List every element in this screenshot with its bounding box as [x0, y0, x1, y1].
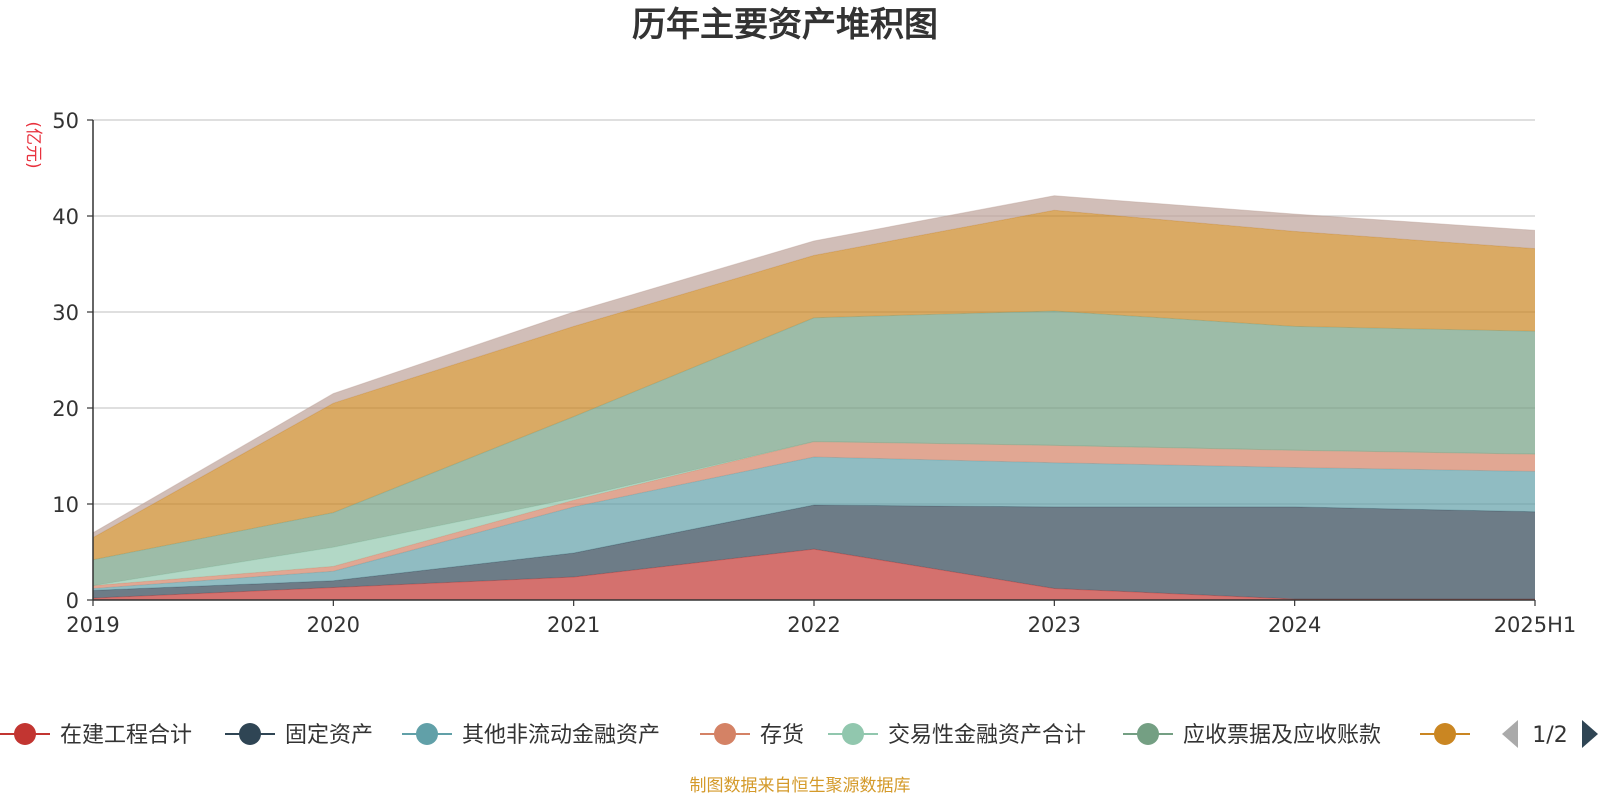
legend-item-2[interactable]: 固定资产: [225, 723, 373, 748]
legend-item-4[interactable]: 存货: [700, 723, 804, 748]
area-series-8: [93, 195, 1535, 538]
y-tick-label: 20: [52, 397, 79, 421]
legend-page-indicator: 1/2: [1532, 723, 1567, 748]
legend-item-label: 应收票据及应收账款: [1183, 723, 1381, 748]
area-series-4: [93, 441, 1535, 589]
x-tick-label: 2021: [547, 613, 600, 637]
legend-circle-icon: [714, 723, 736, 745]
legend-circle-icon: [416, 723, 438, 745]
data-source-footer: 制图数据来自恒生聚源数据库: [690, 776, 911, 796]
chart-title: 历年主要资产堆积图: [632, 5, 938, 45]
legend-item-label: 其他非流动金融资产: [462, 723, 660, 748]
y-tick-label: 0: [66, 589, 79, 613]
legend-item-6[interactable]: 应收票据及应收账款: [1123, 723, 1381, 748]
legend-item-7[interactable]: [1420, 723, 1470, 745]
legend-item-5[interactable]: 交易性金融资产合计: [828, 723, 1086, 748]
legend-prev-page-icon[interactable]: [1502, 720, 1518, 748]
area-series-1: [93, 549, 1535, 600]
y-tick-label: 40: [52, 205, 79, 229]
legend-item-label: 固定资产: [285, 723, 373, 748]
x-tick-label: 2024: [1268, 613, 1321, 637]
y-tick-label: 50: [52, 109, 79, 133]
x-tick-label: 2023: [1028, 613, 1081, 637]
legend-item-3[interactable]: 其他非流动金融资产: [402, 723, 660, 748]
legend-item-label: 在建工程合计: [60, 723, 192, 748]
y-tick-label: 10: [52, 493, 79, 517]
legend-item-1[interactable]: 在建工程合计: [0, 723, 192, 748]
legend-circle-icon: [14, 723, 36, 745]
legend-item-label: 交易性金融资产合计: [888, 723, 1086, 748]
area-series-edge-8: [92, 195, 1536, 534]
x-tick-label: 2022: [787, 613, 840, 637]
legend-next-page-icon[interactable]: [1582, 720, 1598, 748]
legend: 在建工程合计 固定资产 其他非流动金融资产 存货 交易性金融资产合计 应收票据及应收账款: [0, 723, 1470, 748]
area-series-group: [92, 195, 1536, 600]
legend-circle-icon: [1434, 723, 1456, 745]
area-series-2: [93, 505, 1535, 599]
x-tick-label: 2020: [307, 613, 360, 637]
legend-circle-icon: [842, 723, 864, 745]
area-series-6: [93, 311, 1535, 586]
legend-circle-icon: [239, 723, 261, 745]
x-tick-labels: 2019 2020 2021 2022 2023 2024 2025H1: [66, 600, 1576, 637]
y-tick-labels: 0 10 20 30 40 50: [52, 109, 79, 613]
legend-item-label: 存货: [760, 723, 804, 748]
area-series-7: [93, 210, 1535, 560]
y-axis-unit-label: (亿元): [23, 121, 43, 168]
x-tick-label: 2019: [66, 613, 119, 637]
area-series-5: [93, 441, 1535, 586]
area-series-3: [93, 457, 1535, 591]
legend-circle-icon: [1137, 723, 1159, 745]
y-tick-label: 30: [52, 301, 79, 325]
legend-pager: 1/2: [1502, 720, 1598, 748]
x-tick-label: 2025H1: [1494, 613, 1577, 637]
